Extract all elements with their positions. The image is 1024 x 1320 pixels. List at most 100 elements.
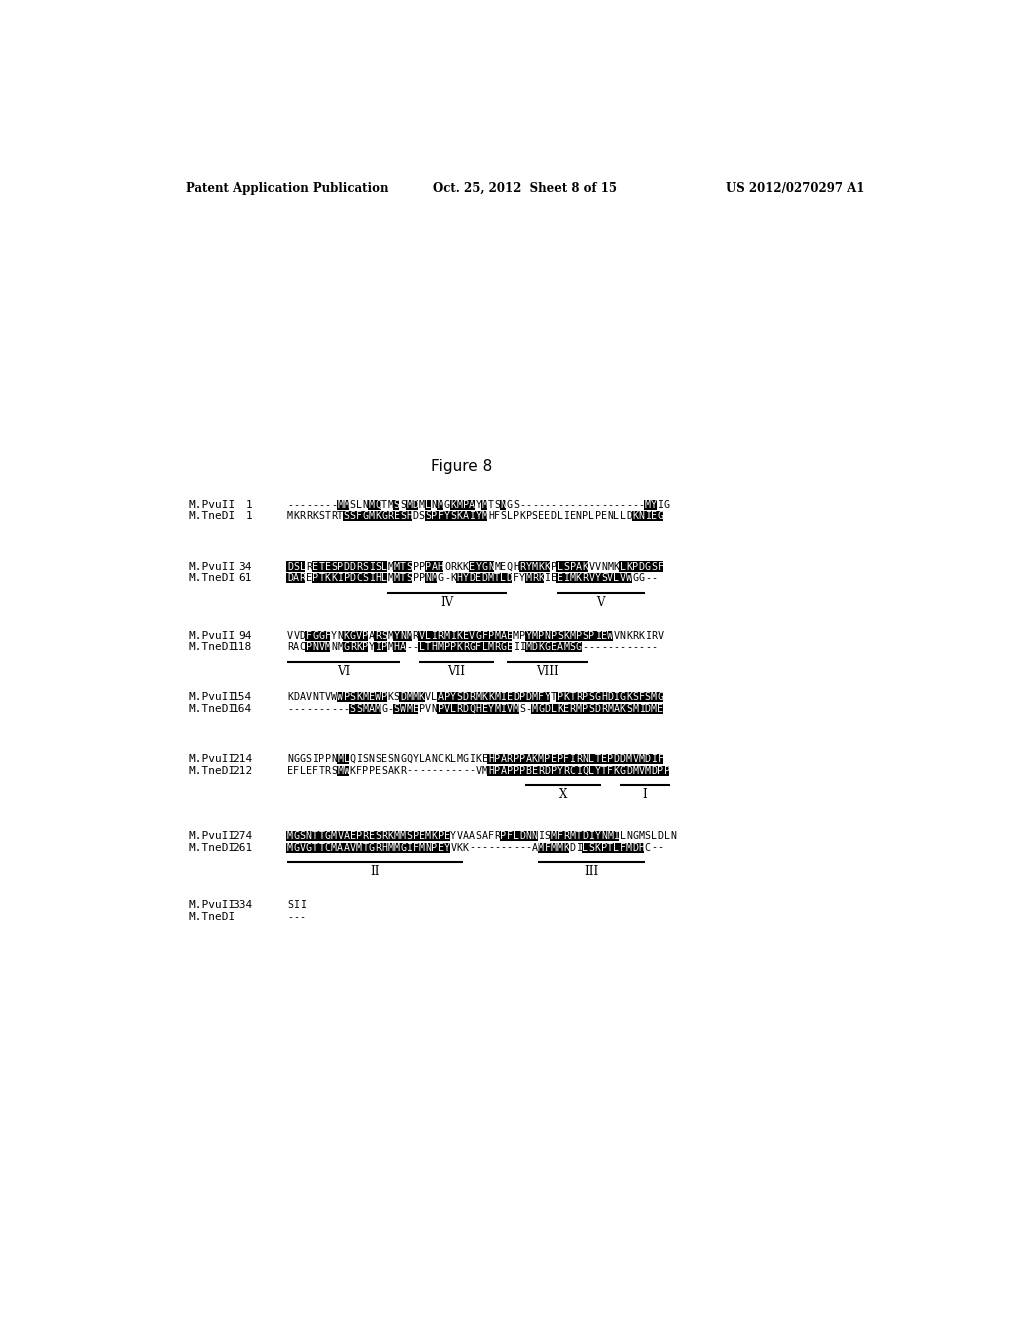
Text: T: T (318, 842, 325, 853)
Text: R: R (563, 832, 569, 841)
Text: P: P (381, 643, 387, 652)
Text: S: S (318, 511, 325, 521)
FancyBboxPatch shape (381, 643, 387, 652)
Text: K: K (582, 561, 588, 572)
Text: -: - (475, 842, 481, 853)
Text: S: S (601, 573, 607, 583)
FancyBboxPatch shape (512, 704, 519, 714)
FancyBboxPatch shape (563, 631, 569, 640)
FancyBboxPatch shape (293, 832, 299, 841)
FancyBboxPatch shape (644, 561, 650, 572)
Text: M.PvuII: M.PvuII (188, 754, 236, 764)
FancyBboxPatch shape (556, 704, 563, 714)
Text: A: A (369, 631, 375, 640)
FancyBboxPatch shape (343, 500, 349, 510)
Text: R: R (507, 754, 513, 764)
Text: D: D (350, 573, 355, 583)
Text: L: L (557, 561, 563, 572)
FancyBboxPatch shape (469, 631, 475, 640)
FancyBboxPatch shape (575, 631, 582, 640)
Text: F: F (312, 766, 318, 776)
Text: I: I (356, 754, 362, 764)
Text: M: M (387, 643, 393, 652)
FancyBboxPatch shape (361, 631, 368, 640)
Text: M: M (369, 511, 375, 521)
FancyBboxPatch shape (349, 561, 355, 572)
Text: М: М (337, 766, 343, 776)
Text: Q: Q (350, 754, 355, 764)
Text: S: S (545, 832, 550, 841)
FancyBboxPatch shape (393, 631, 399, 640)
Text: -: - (451, 766, 457, 776)
FancyBboxPatch shape (613, 842, 620, 853)
Text: M.PvuII: M.PvuII (188, 561, 236, 572)
Text: P: P (551, 766, 557, 776)
FancyBboxPatch shape (588, 704, 594, 714)
FancyBboxPatch shape (317, 832, 325, 841)
Text: F: F (657, 754, 664, 764)
Text: N: N (487, 561, 494, 572)
FancyBboxPatch shape (632, 766, 638, 776)
FancyBboxPatch shape (569, 573, 575, 583)
FancyBboxPatch shape (437, 693, 443, 702)
FancyBboxPatch shape (437, 643, 443, 652)
Text: S: S (375, 754, 381, 764)
Text: S: S (300, 832, 305, 841)
FancyBboxPatch shape (406, 704, 412, 714)
Text: P: P (419, 561, 425, 572)
FancyBboxPatch shape (569, 643, 575, 652)
Text: S: S (557, 631, 563, 640)
Text: S: S (381, 631, 387, 640)
FancyBboxPatch shape (337, 561, 343, 572)
FancyBboxPatch shape (425, 500, 431, 510)
Text: L: L (620, 511, 626, 521)
Text: II: II (370, 866, 380, 878)
Text: -: - (481, 842, 487, 853)
Text: K: K (557, 704, 563, 714)
Text: S: S (293, 561, 299, 572)
Text: L: L (613, 573, 620, 583)
Text: W: W (337, 693, 343, 702)
Text: М: М (645, 500, 651, 510)
Text: I: I (293, 900, 299, 911)
Text: -: - (425, 766, 431, 776)
FancyBboxPatch shape (368, 573, 375, 583)
Text: -: - (525, 500, 531, 510)
Text: Y: Y (525, 631, 531, 640)
Text: A: A (431, 561, 437, 572)
FancyBboxPatch shape (317, 842, 325, 853)
Text: C: C (300, 643, 305, 652)
Text: L: L (664, 832, 670, 841)
FancyBboxPatch shape (600, 693, 606, 702)
Text: H: H (475, 704, 481, 714)
FancyBboxPatch shape (343, 832, 349, 841)
Text: L: L (507, 511, 513, 521)
Text: S: S (387, 754, 393, 764)
FancyBboxPatch shape (538, 693, 544, 702)
Text: M: M (287, 842, 293, 853)
FancyBboxPatch shape (375, 842, 381, 853)
Text: S: S (626, 704, 632, 714)
Text: -: - (300, 912, 305, 921)
Text: A: A (501, 631, 507, 640)
Text: M: M (287, 511, 293, 521)
FancyBboxPatch shape (325, 631, 331, 640)
Text: M: M (407, 631, 413, 640)
FancyBboxPatch shape (462, 643, 469, 652)
Text: E: E (444, 832, 450, 841)
Text: V: V (475, 766, 481, 776)
Text: -: - (293, 704, 299, 714)
Text: M: M (513, 704, 519, 714)
FancyBboxPatch shape (531, 631, 538, 640)
FancyBboxPatch shape (287, 573, 293, 583)
FancyBboxPatch shape (569, 832, 575, 841)
Text: -: - (300, 500, 305, 510)
Text: S: S (394, 693, 399, 702)
Text: -: - (331, 500, 337, 510)
FancyBboxPatch shape (425, 643, 431, 652)
Text: S: S (287, 900, 293, 911)
Text: S: S (451, 511, 457, 521)
Text: Q: Q (507, 561, 513, 572)
Text: E: E (481, 754, 487, 764)
Text: N: N (306, 832, 312, 841)
